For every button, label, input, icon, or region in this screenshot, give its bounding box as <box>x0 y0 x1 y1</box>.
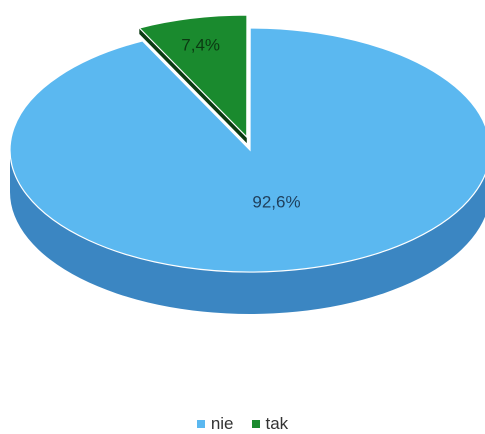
pie-side-nie <box>10 150 485 314</box>
pie-slice-tak <box>138 14 248 139</box>
legend-item-tak: tak <box>251 414 289 434</box>
data-label-tak: 7,4% <box>181 36 220 55</box>
data-label-nie: 92,6% <box>252 192 300 211</box>
pie-slice-nie <box>9 27 485 273</box>
legend-swatch-tak <box>251 420 260 428</box>
pie-wall-tak <box>139 27 247 144</box>
legend-label-nie: nie <box>210 414 234 433</box>
legend-item-nie: nie <box>196 414 234 434</box>
pie-chart: 7,4% 92,6% <box>9 14 485 314</box>
legend: nie tak <box>0 414 485 434</box>
legend-label-tak: tak <box>265 414 289 433</box>
legend-swatch-nie <box>196 420 205 428</box>
